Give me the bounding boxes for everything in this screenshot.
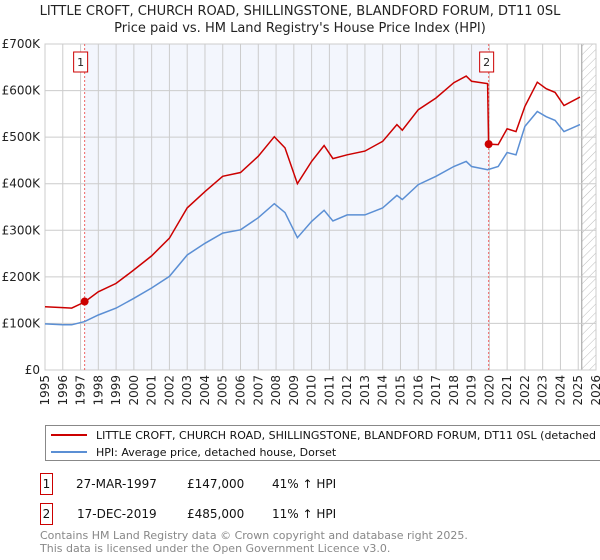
x-tick-label: 2022 <box>518 375 532 406</box>
legend-item-hpi: HPI: Average price, detached house, Dors… <box>46 444 336 460</box>
x-tick-label: 2025 <box>571 375 585 406</box>
annotation-label: 2 <box>483 56 490 69</box>
legend-swatch-red <box>51 434 87 436</box>
x-tick-label: 1996 <box>56 375 70 406</box>
chart-subtitle: Price paid vs. HM Land Registry's House … <box>114 21 486 36</box>
transaction-date: 17-DEC-2019 <box>77 507 157 521</box>
x-tick-label: 2015 <box>393 375 407 406</box>
x-tick-label: 2001 <box>145 375 159 406</box>
x-tick-label: 1999 <box>109 375 123 406</box>
y-tick-label: £500K <box>2 130 42 144</box>
legend: LITTLE CROFT, CHURCH ROAD, SHILLINGSTONE… <box>45 425 600 461</box>
price-chart: 1995 1996 1997 1998 1999 2000 2001 2002 2003 2004… <box>2 37 600 406</box>
x-tick-label: 2005 <box>216 375 230 406</box>
ownership-shading <box>84 44 489 370</box>
hpi-line <box>44 110 581 326</box>
x-tick-label: 2024 <box>553 375 567 406</box>
x-tick-label: 2016 <box>411 375 425 406</box>
x-tick-label: 2019 <box>465 375 479 406</box>
x-tick-label: 2006 <box>234 375 248 406</box>
y-tick-label: £400K <box>2 177 42 191</box>
footer-copyright: Contains HM Land Registry data © Crown c… <box>40 529 468 542</box>
x-tick-label: 1997 <box>74 375 88 406</box>
x-tick-label: 2010 <box>305 375 319 406</box>
transaction-date: 27-MAR-1997 <box>76 477 157 491</box>
x-tick-label: 2018 <box>447 375 461 406</box>
x-tick-label: 2003 <box>180 375 194 406</box>
x-tick-label: 2020 <box>482 375 496 406</box>
x-tick-label: 1995 <box>38 375 52 406</box>
x-tick-label: 2009 <box>287 375 301 406</box>
y-tick-label: £0 <box>25 363 40 377</box>
transaction-price: £147,000 <box>187 477 245 491</box>
x-tick-label: 2008 <box>269 375 283 406</box>
y-tick-label: £200K <box>2 270 42 284</box>
x-tick-label: 2014 <box>376 375 390 406</box>
y-tick-label: £600K <box>2 84 42 98</box>
plot-border <box>44 43 597 371</box>
x-tick-label: 2002 <box>162 375 176 406</box>
transaction-badge: 1 <box>40 473 53 495</box>
sale-point <box>80 297 89 306</box>
x-tick-label: 2012 <box>340 375 354 406</box>
transaction-hpi: 41% ↑ HPI <box>272 477 337 491</box>
sale-point <box>484 140 493 149</box>
footer-licence: This data is licensed under the Open Gov… <box>40 542 391 555</box>
legend-label-property: LITTLE CROFT, CHURCH ROAD, SHILLINGSTONE… <box>96 428 600 442</box>
x-tick-label: 2007 <box>251 375 265 406</box>
x-tick-label: 2026 <box>589 375 600 406</box>
property-price-line <box>44 75 581 309</box>
legend-swatch-blue <box>51 451 87 453</box>
annotation-box <box>479 51 495 73</box>
transaction-hpi: 11% ↑ HPI <box>272 507 337 521</box>
x-tick-label: 2017 <box>429 375 443 406</box>
y-tick-label: £700K <box>2 37 42 51</box>
x-tick-label: 2000 <box>127 375 141 406</box>
legend-label-hpi: HPI: Average price, detached house, Dors… <box>96 445 337 459</box>
x-tick-label: 2013 <box>358 375 372 406</box>
legend-item-property: LITTLE CROFT, CHURCH ROAD, SHILLINGSTONE… <box>46 427 600 443</box>
y-tick-label: £300K <box>2 223 42 237</box>
transaction-price: £485,000 <box>187 507 245 521</box>
annotation-box <box>73 51 89 73</box>
x-tick-label: 2011 <box>322 375 336 406</box>
y-tick-label: £100K <box>2 316 42 330</box>
chart-title: LITTLE CROFT, CHURCH ROAD, SHILLINGSTONE… <box>39 4 561 19</box>
x-tick-label: 2004 <box>198 375 212 406</box>
x-tick-label: 2023 <box>536 375 550 406</box>
x-tick-label: 2021 <box>500 375 514 406</box>
transaction-badge: 2 <box>40 503 53 525</box>
x-tick-label: 1998 <box>91 375 105 406</box>
forecast-hatch <box>581 44 596 370</box>
annotation-label: 1 <box>77 56 84 69</box>
